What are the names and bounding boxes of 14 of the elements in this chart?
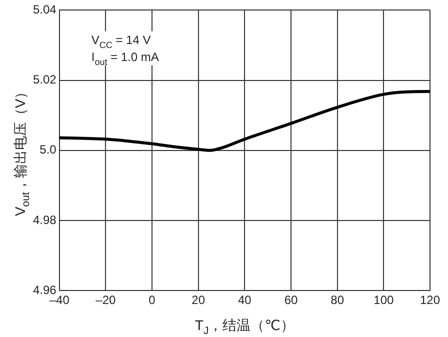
x-tick-label: –20 [96, 293, 116, 308]
x-tick-label: 20 [192, 293, 206, 308]
y-tick-label: 5.0 [40, 142, 57, 157]
y-tick-label: 5.04 [32, 2, 57, 17]
x-tick-label: 40 [238, 293, 252, 308]
x-tick-label: 60 [284, 293, 298, 308]
x-tick-label: 100 [374, 293, 394, 308]
y-tick-label: 5.02 [32, 72, 57, 87]
x-tick-label: 120 [420, 293, 440, 308]
line-series [59, 90, 430, 152]
y-axis-title: Vout，输出电压（V） [12, 84, 32, 216]
x-tick-label: 0 [148, 293, 156, 308]
x-tick-label: 80 [330, 293, 344, 308]
y-tick-label: 4.98 [32, 212, 57, 227]
